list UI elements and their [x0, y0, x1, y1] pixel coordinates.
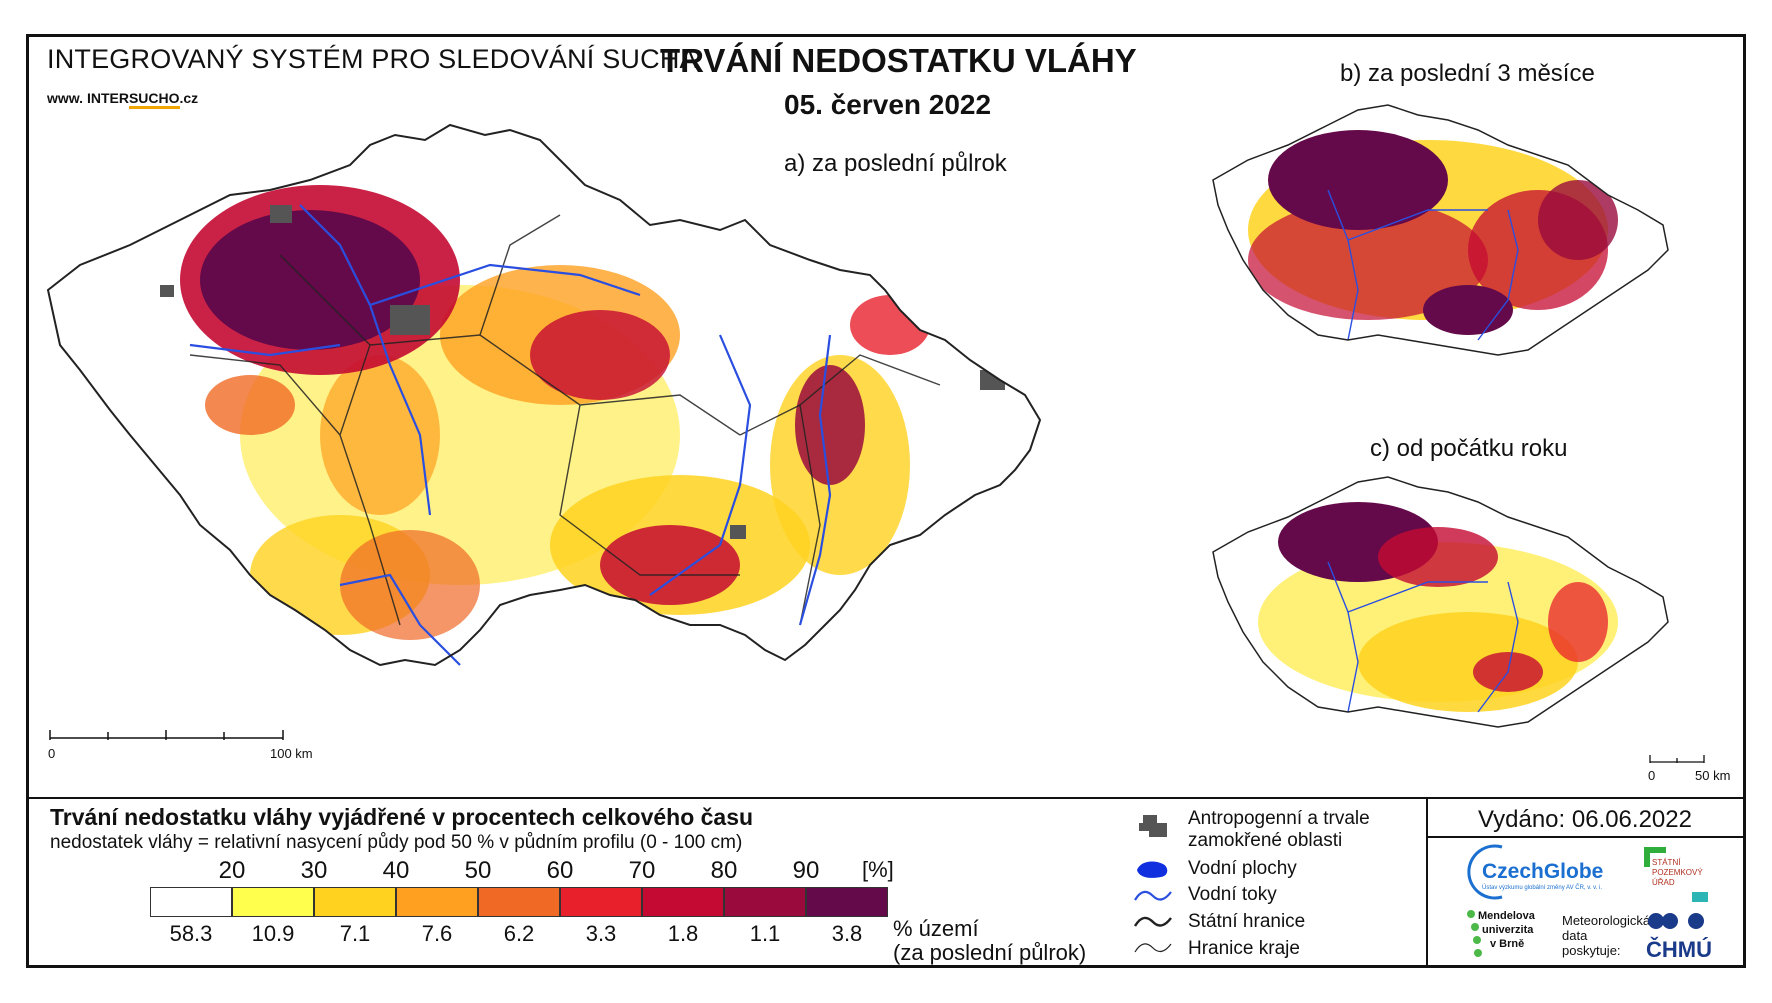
legend-tick-label: 20: [218, 857, 246, 884]
chmu-logo-icon: [1648, 913, 1704, 929]
legend-class-swatch: [314, 887, 396, 917]
map-c-czech-republic: [1212, 476, 1669, 728]
legend-class-percent: 3.8: [831, 921, 863, 946]
water-bodies-label: Vodní plochy: [1188, 858, 1297, 879]
scale-small-start: 0: [1648, 768, 1656, 783]
website-link[interactable]: www. INTERSUCHO.cz: [47, 90, 199, 109]
map-a-label: a) za poslední půlrok: [784, 150, 1007, 177]
map-c-label: c) od počátku roku: [1370, 435, 1568, 462]
issued-divider: [1426, 836, 1746, 838]
meteo-text-1: Meteorologická: [1562, 913, 1651, 928]
anthropogenic-icon: [1139, 815, 1167, 837]
legend-tick-label: 70: [628, 857, 656, 884]
legend-class-swatch: [396, 887, 478, 917]
legend-class-swatch: [642, 887, 724, 917]
anthropogenic-label-2: zamokřené oblasti: [1188, 830, 1343, 851]
meteo-text-2: data: [1562, 928, 1588, 943]
scale-bar-small: [1649, 755, 1705, 763]
legend-class-percent: 1.1: [749, 921, 781, 946]
legend-title: Trvání nedostatku vláhy vyjádřené v proc…: [50, 804, 754, 830]
legend-area-note-2: (za poslední půlrok): [893, 940, 1087, 965]
legend-tick-label: 40: [382, 857, 410, 884]
website-suffix: .cz: [179, 90, 199, 106]
map-date: 05. červen 2022: [784, 89, 992, 120]
legend-tick-label: 90: [792, 857, 820, 884]
website-mid: INTER: [86, 90, 129, 106]
mendel-text-1: Mendelova: [1478, 910, 1535, 922]
legend-class-percent: 58.3: [169, 921, 213, 946]
legend-class-swatch: [806, 887, 888, 917]
state-border-label: Státní hranice: [1188, 911, 1306, 932]
legend-class-swatch: [232, 887, 314, 917]
anthropogenic-label-1: Antropogenní a trvale: [1188, 808, 1370, 829]
czechglobe-logo-text: CzechGlobe: [1482, 860, 1604, 883]
mendel-text-3: v Brně: [1490, 938, 1525, 950]
legend-class-swatch: [478, 887, 560, 917]
legend-unit: [%]: [862, 857, 894, 882]
legend-area-note-1: % území: [893, 916, 979, 941]
legend-tick-label: 60: [546, 857, 574, 884]
czechglobe-subtitle: Ústav výzkumu globální změny AV ČR, v. v…: [1482, 885, 1603, 891]
mendel-logo-icon: [1467, 910, 1482, 957]
rivers-label: Vodní toky: [1188, 884, 1277, 905]
map-b-label: b) za poslední 3 měsíce: [1340, 60, 1595, 87]
state-border-icon: [1133, 916, 1172, 927]
legend-class-swatch: [150, 887, 232, 917]
scale-small-end: 50 km: [1695, 768, 1731, 783]
legend-tick-label: 30: [300, 857, 328, 884]
scale-a-end: 100 km: [270, 746, 313, 761]
legend-tick-label: 50: [464, 857, 492, 884]
legend-class-percent: 7.6: [421, 921, 453, 946]
legend-divider: [26, 797, 1746, 799]
spu-logo-icon: [1644, 847, 1666, 867]
legend-class-percent: 10.9: [251, 921, 295, 946]
map-title: TRVÁNÍ NEDOSTATKU VLÁHY: [660, 42, 1137, 79]
legend-subtitle: nedostatek vláhy = relativní nasycení pů…: [50, 832, 743, 853]
mendel-text-2: univerzita: [1482, 924, 1534, 936]
issued-date: Vydáno: 06.06.2022: [1478, 806, 1692, 833]
website-brand: SUCHO: [128, 90, 180, 109]
scale-bar-a: [49, 730, 284, 740]
water-body-icon: [1137, 861, 1168, 878]
chmu-logo-text: ČHMÚ: [1646, 937, 1712, 962]
legend-class-swatch: [724, 887, 806, 917]
legend-class-swatch: [560, 887, 642, 917]
spu-logo-text-1: STÁTNÍ: [1652, 858, 1681, 867]
legend-class-percent: 7.1: [339, 921, 371, 946]
footer-divider: [1426, 797, 1428, 968]
map-b-czech-republic: [1212, 104, 1669, 356]
legend-class-percent: 6.2: [503, 921, 535, 946]
meteo-text-3: poskytuje:: [1562, 943, 1621, 958]
region-border-icon: [1134, 943, 1172, 953]
system-name: INTEGROVANÝ SYSTÉM PRO SLEDOVÁNÍ SUCHA: [47, 44, 698, 74]
legend-tick-label: 80: [710, 857, 738, 884]
river-icon: [1134, 890, 1172, 901]
map-a-czech-republic: [46, 123, 1042, 667]
czechglobe-logo-icon: [1467, 844, 1503, 900]
legend-class-percent: 3.3: [585, 921, 617, 946]
spu-logo-square: [1692, 892, 1708, 902]
spu-logo-text-2: POZEMKOVÝ: [1652, 868, 1703, 877]
legend-class-percent: 1.8: [667, 921, 699, 946]
scale-a-start: 0: [48, 746, 56, 761]
spu-logo-text-3: ÚŘAD: [1652, 878, 1675, 887]
website-prefix: www.: [47, 90, 84, 106]
region-border-label: Hranice kraje: [1188, 938, 1300, 959]
